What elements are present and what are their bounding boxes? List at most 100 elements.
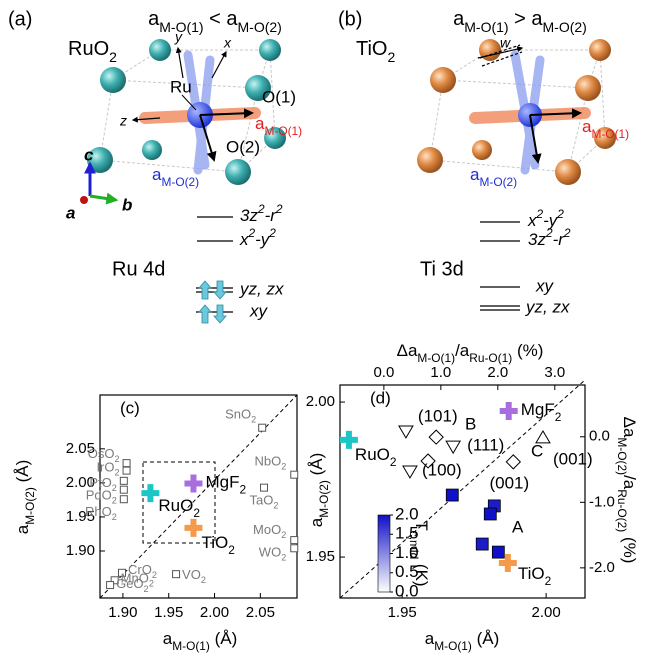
text-part: SnO [225, 407, 251, 422]
text-part: MgF [205, 473, 239, 492]
text-part: 2 [144, 584, 149, 594]
text-part: (Å) [210, 629, 237, 648]
axis-label: ΔaM-O(2)/aRu-O(2) (%) [615, 417, 639, 564]
marker [259, 424, 266, 431]
point-label: VO2 [182, 568, 206, 586]
text-part: (Å) [13, 460, 32, 487]
panel-label: (b) [338, 8, 362, 30]
text-part: /a [455, 341, 470, 360]
open-marker [506, 455, 520, 469]
legend-label: RuO2 [355, 445, 397, 469]
text-part: M-O(2) [23, 487, 37, 525]
text-part: NbO [254, 454, 281, 469]
legend-label: MgF2 [205, 473, 246, 497]
text-part: c,mid [407, 531, 421, 559]
legend-label: TiO2 [518, 564, 552, 588]
text-part: Ru-O(1) [469, 351, 512, 365]
text-part: 2 [112, 513, 117, 523]
x2-tick-label: 3.0 [544, 364, 565, 381]
text-part: 2 [115, 468, 120, 478]
text-part: TiO [356, 38, 387, 60]
text-part: 2 [281, 531, 286, 541]
y-tick-label: 1.90 [66, 542, 95, 559]
text-part: 2 [545, 574, 552, 588]
marker [123, 467, 130, 474]
marker [291, 471, 298, 478]
marker [120, 477, 127, 484]
text-part: 2 [239, 483, 246, 497]
y-tick-label: 2.00 [306, 393, 335, 410]
marker-label: (001) [489, 473, 529, 492]
level-label: xy [249, 301, 269, 320]
x-tick-label: 1.90 [108, 604, 137, 621]
spin-arrows [199, 281, 226, 323]
x-tick-label: 1.95 [388, 604, 417, 621]
level-label: x2-y2 [239, 226, 276, 249]
text-part: /a [620, 475, 639, 490]
text-part: Ru-O(2) [615, 489, 629, 532]
y-tick-label: 1.95 [306, 548, 335, 565]
x-tick-label: 2.05 [246, 604, 275, 621]
text-part: M-O(1) [264, 124, 302, 138]
square-marker [476, 538, 488, 550]
text-part: TiO [201, 533, 228, 552]
text-part: M-O(2) [615, 437, 629, 475]
text-part: WO [259, 545, 281, 560]
text-part: M-O(1) [417, 351, 455, 365]
text-part: 2 [556, 207, 564, 221]
text-part: 2 [109, 49, 117, 65]
axis-label: aM-O(1) (Å) [163, 629, 238, 653]
annotation: C [531, 441, 543, 460]
marker-label: (100) [422, 460, 462, 479]
axis-label: x [223, 35, 232, 51]
text-part: (Å) [307, 453, 326, 480]
text-part: 2 [563, 226, 571, 240]
axis-label: ΔaM-O(1)/aRu-O(1) (%) [397, 341, 544, 365]
marker [107, 582, 114, 589]
text-part: PdO [86, 488, 112, 503]
compound: RuO2 [68, 38, 117, 64]
text-part: M-O(1) [434, 639, 472, 653]
marker-label: (001) [553, 450, 593, 469]
text-part: (%) [512, 341, 543, 360]
text-part: 3z [528, 230, 546, 249]
text-part: M-O(2) [161, 175, 199, 189]
text-part: (%) [620, 532, 639, 563]
text-part: M-O(2) [479, 175, 517, 189]
axis-label: w [500, 35, 511, 51]
marker [291, 537, 298, 544]
x2-tick-label: 2.0 [487, 364, 508, 381]
open-marker [403, 466, 417, 478]
text-part: 2 [201, 576, 206, 586]
point-label: TaO2 [250, 493, 279, 511]
text-part: Δa [397, 341, 418, 360]
open-marker [446, 441, 460, 453]
text-part: TiO [518, 564, 545, 583]
crystal-axis: b [122, 195, 132, 214]
text-part: 2 [149, 579, 154, 589]
cross-marker [141, 484, 159, 502]
text-part: MgF [521, 401, 555, 420]
shell-label: Ru 4d [112, 258, 165, 280]
text-part: MoO [253, 523, 281, 538]
panel-title: aM-O(1) > aM-O(2) [453, 8, 587, 34]
x-tick-label: 1.95 [154, 604, 183, 621]
y2-tick-label: 0.0 [589, 428, 610, 445]
text-part: (Å) [472, 629, 499, 648]
axis-label: aM-O(2) (Å) [307, 453, 331, 528]
panel-label: (d) [370, 388, 391, 407]
open-marker [399, 426, 413, 438]
cross-marker [184, 519, 202, 537]
y2-tick-label: -1.0 [589, 493, 615, 510]
bond-label: aM-O(1) [582, 117, 629, 141]
level-label: yz, zx [239, 279, 284, 298]
colorbar [378, 515, 390, 592]
legend-label: TiO2 [201, 533, 235, 557]
text-part: 2 [555, 410, 562, 424]
cross-marker [184, 475, 202, 493]
crystal-axis: a [66, 203, 75, 222]
text-part: TaO [250, 493, 274, 508]
square-marker [446, 489, 458, 501]
point-label: WO2 [259, 545, 286, 563]
text-part: x [527, 211, 537, 230]
